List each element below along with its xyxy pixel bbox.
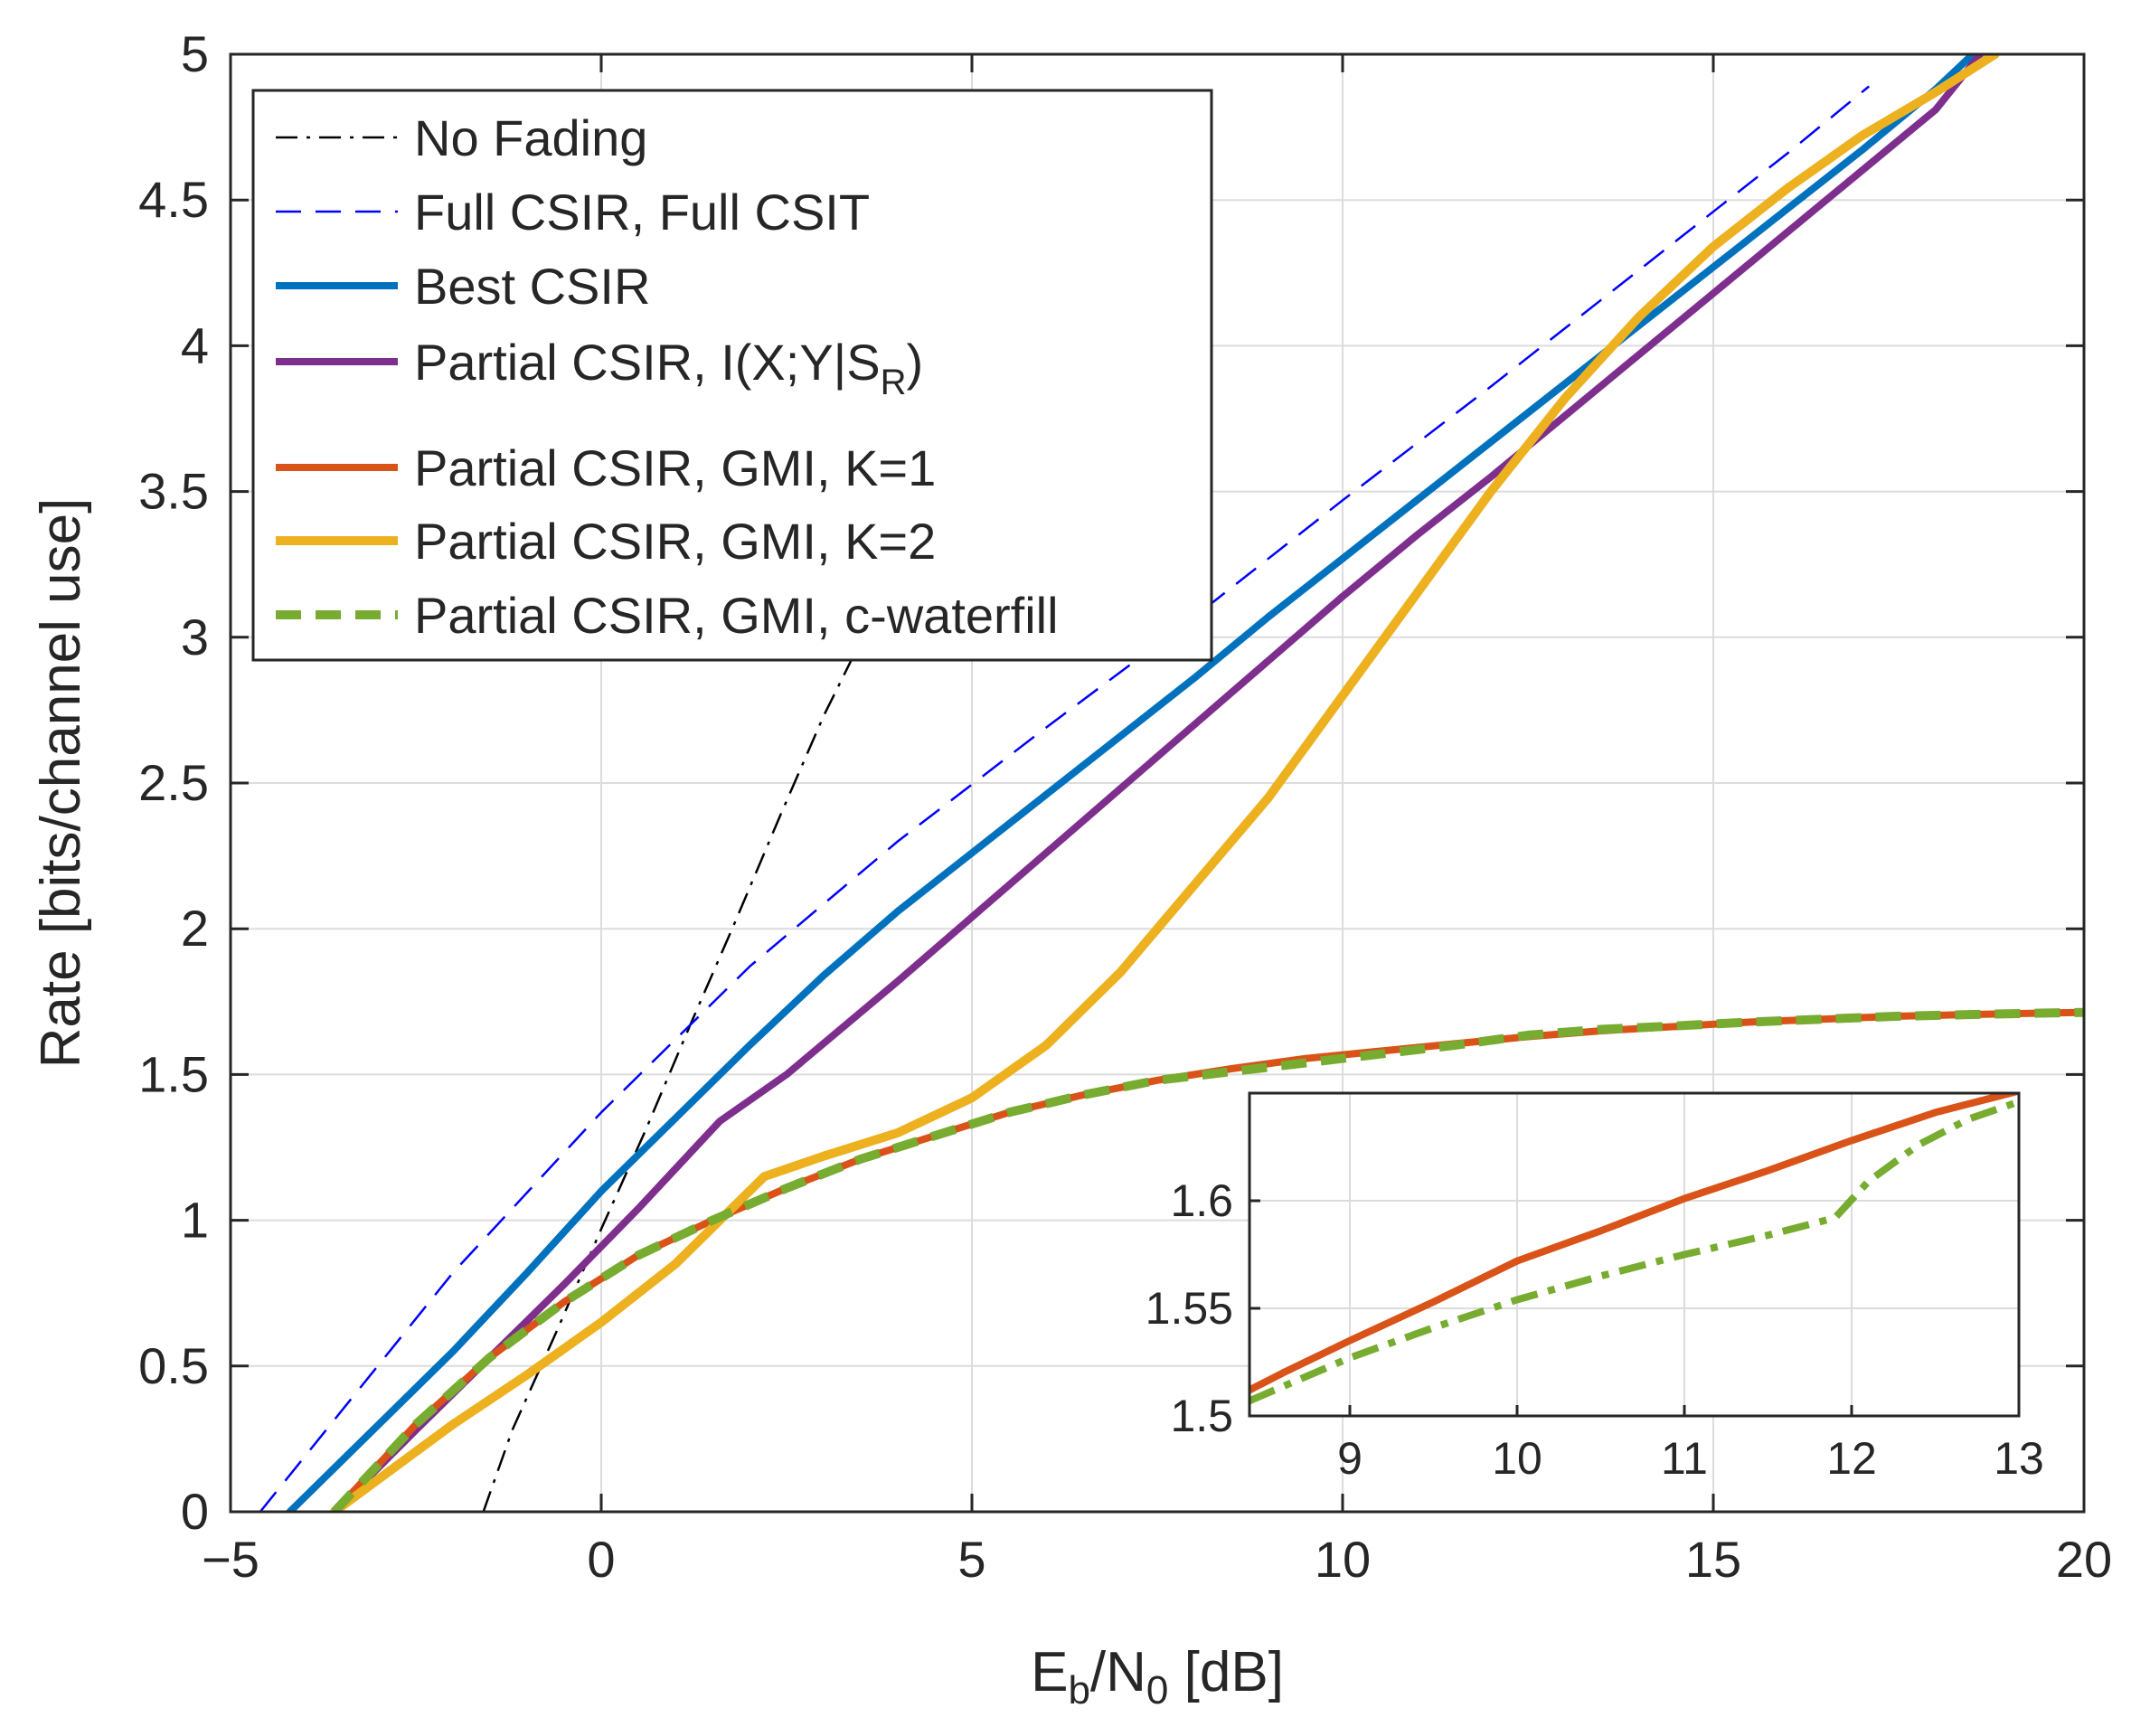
- series-line-partial-csir-gmi-k-2: [329, 54, 2000, 1512]
- y-axis-title: Rate [bits/channel use]: [30, 498, 92, 1069]
- y-tick-label: 4: [181, 316, 209, 373]
- x-tick-label: 20: [2056, 1531, 2112, 1588]
- x-tick-label: 0: [587, 1531, 615, 1588]
- inset-x-tick-label: 9: [1337, 1433, 1363, 1484]
- x-axis-title: Eb/N0 [dB]: [1031, 1641, 1284, 1712]
- inset-zoom: 9 10 11 12 13 1.5 1.55 1.6: [1146, 1091, 2044, 1484]
- x-tick-label: 10: [1315, 1531, 1371, 1588]
- legend-label: No Fading: [414, 109, 647, 166]
- inset-plot-area: [1249, 1093, 2019, 1416]
- inset-x-tick-label: 10: [1492, 1433, 1542, 1484]
- y-tick-label: 1.5: [138, 1045, 209, 1102]
- y-tick-label: 3.5: [138, 463, 209, 520]
- legend-label: Partial CSIR, GMI, K=1: [414, 439, 936, 496]
- inset-x-tick-label: 13: [1994, 1433, 2044, 1484]
- series-line-partial-csir-i-x-y-s: [330, 54, 1985, 1512]
- inset-x-tick-label: 12: [1826, 1433, 1877, 1484]
- inset-y-tick-label: 1.55: [1146, 1283, 1233, 1334]
- legend-label: Partial CSIR, GMI, K=2: [414, 513, 936, 570]
- legend-label: Partial CSIR, GMI, c-waterfill: [414, 587, 1059, 644]
- series-line-best-csir: [286, 54, 1976, 1512]
- legend-label: Partial CSIR, I(X;Y|SR): [414, 334, 923, 402]
- inset-y-tick-label: 1.5: [1170, 1391, 1233, 1441]
- inset-y-tick-label: 1.6: [1170, 1175, 1233, 1226]
- legend: No Fading Full CSIR, Full CSIT Best CSIR Pa…: [251, 89, 1213, 662]
- y-tick-label: 2: [181, 900, 209, 957]
- x-tick-label: 5: [957, 1531, 985, 1588]
- inset-frame: [1248, 1091, 2021, 1418]
- legend-box: [251, 89, 1213, 662]
- y-tick-label: 4.5: [138, 171, 209, 228]
- x-tick-label: 15: [1685, 1531, 1741, 1588]
- inset-series-layer: [1249, 1093, 2019, 1404]
- inset-series-line-partial-csir-gmi-c-waterfill: [1249, 1098, 2019, 1404]
- y-tick-label: 3: [181, 609, 209, 665]
- inset-axis-ticks: 9 10 11 12 13 1.5 1.55 1.6: [1146, 1175, 2044, 1484]
- y-tick-label: 2.5: [138, 754, 209, 811]
- series-line-full-csir-full-csit: [259, 85, 1870, 1512]
- inset-x-tick-label: 11: [1661, 1433, 1708, 1484]
- series-layer: [259, 54, 2084, 1512]
- legend-label: Full CSIR, Full CSIT: [414, 184, 870, 241]
- y-tick-label: 0.5: [138, 1337, 209, 1394]
- y-tick-label: 1: [181, 1192, 209, 1249]
- legend-label: Best CSIR: [414, 258, 650, 315]
- inset-series-line-partial-csir-gmi-k-1: [1249, 1093, 2019, 1393]
- x-tick-label: −5: [202, 1531, 259, 1588]
- y-tick-label: 5: [181, 25, 209, 82]
- series-line-partial-csir-gmi-c-waterfill: [331, 1007, 2084, 1512]
- y-tick-label: 0: [181, 1483, 209, 1540]
